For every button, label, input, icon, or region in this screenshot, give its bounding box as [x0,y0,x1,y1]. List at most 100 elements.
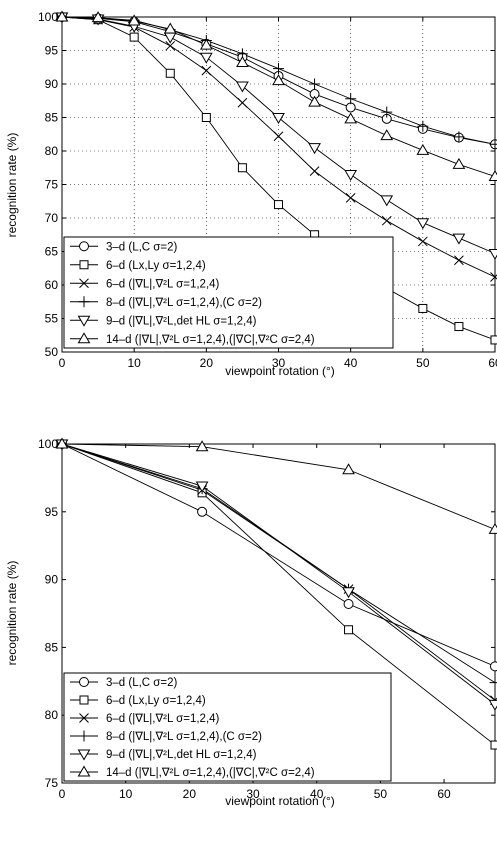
data-point-s6 [55,437,69,449]
y-axis-label: recognition rate (%) [5,561,19,666]
legend-label: 8–d (|∇L|,∇²L σ=1,2,4),(C σ=2) [106,731,262,743]
data-point-s3 [454,255,464,266]
data-point-s4 [345,93,357,105]
series-line-4 [62,444,495,684]
legend-label: 14–d (|∇L|,∇²L σ=1,2,4),(|∇C|,∇²C σ=2,4) [106,334,315,346]
legend-marker [77,332,91,344]
data-point-s5 [163,32,177,44]
data-point-s6 [344,112,358,124]
legend-label: 3–d (L,C σ=2) [106,677,178,689]
legend: 3–d (L,C σ=2) 6–d (Lx,Ly σ=1,2,4) 6–d (|∇L… [63,236,394,349]
y-tick-label: 70 [45,211,59,225]
data-point-s2 [237,163,247,173]
data-point-s3 [381,215,392,226]
data-point-s6 [55,10,69,22]
data-point-s3 [345,193,356,203]
marker-group [55,10,497,345]
y-tick-label: 80 [45,144,59,158]
legend-label: 9–d (|∇L|,∇²L,det HL σ=1,2,4) [106,749,257,761]
y-tick-label: 100 [38,10,58,24]
y-tick-label: 55 [45,312,59,326]
legend-marker [78,296,90,308]
data-point-s5 [344,169,358,181]
data-point-s6 [272,74,285,86]
data-point-s6 [452,157,466,169]
legend-marker [79,713,89,723]
data-point-s3 [490,272,497,282]
data-point-s3 [273,131,284,142]
data-point-s2 [344,625,354,635]
x-tick-label: 30 [246,787,260,801]
y-tick-label: 85 [45,640,59,654]
data-point-s4 [273,63,284,75]
x-tick-label: 0 [59,356,66,370]
series-line-2 [62,444,495,746]
legend-label: 6–d (|∇L|,∇²L σ=1,2,4) [106,278,220,290]
y-tick-label: 90 [45,77,59,91]
data-point-s6 [342,463,355,475]
data-point-s5 [488,249,497,261]
data-point-s5 [236,81,249,93]
data-point-s1 [490,661,497,672]
y-tick-label: 100 [38,437,58,451]
series-line-5 [62,444,495,705]
data-point-s4 [453,131,465,143]
legend-marker [79,695,89,705]
data-point-s6 [488,169,497,181]
data-point-s6 [488,522,497,534]
data-point-s4 [489,677,497,689]
x-tick-label: 60 [488,356,497,370]
y-tick-label: 65 [45,245,59,259]
y-tick-label: 75 [45,178,59,192]
data-point-s5 [342,587,355,599]
x-axis-label: viewpoint rotation (°) [225,794,335,808]
data-point-s4 [417,120,429,132]
legend-label: 6–d (|∇L|,∇²L σ=1,2,4) [106,713,220,725]
y-axis-label: recognition rate (%) [5,133,19,238]
data-point-s2 [418,303,428,313]
data-point-s6 [380,129,394,141]
series-line-6 [62,444,495,530]
data-point-s4 [381,106,393,118]
plot-frame [61,443,496,784]
legend-marker [79,260,89,270]
data-point-s3 [165,40,176,51]
legend-marker [79,278,89,289]
data-point-s3 [237,97,248,108]
data-point-s2 [201,113,211,122]
legend-marker [77,765,91,777]
data-point-s5 [416,218,430,230]
x-tick-label: 30 [272,356,286,370]
data-point-s2 [454,322,464,332]
data-point-s5 [308,143,321,155]
data-point-s6 [91,11,105,23]
data-point-s6 [236,56,249,68]
data-point-s3 [309,166,320,176]
legend-label: 8–d (|∇L|,∇²L σ=1,2,4),(C σ=2) [106,297,262,309]
x-tick-label: 0 [59,787,66,801]
chart-2: 0 10 20 30 40 50 60 75 80 85 90 95 100 viewpoint rota… [5,437,497,808]
legend-label: 3–d (L,C σ=2) [106,241,178,253]
legend-label: 6–d (Lx,Ly σ=1,2,4) [106,260,206,272]
y-tick-label: 80 [45,708,59,722]
data-point-s2 [274,200,283,210]
y-tick-label: 50 [45,345,59,359]
data-point-s6 [195,440,209,452]
data-point-s6 [416,143,430,155]
data-point-s1 [343,599,354,610]
marker-group [55,437,497,750]
data-point-s1 [197,506,208,517]
legend-box [63,672,392,782]
y-tick-label: 85 [45,111,59,125]
y-tick-label: 95 [45,505,59,519]
data-point-s2 [490,740,497,750]
series-line-3 [62,444,495,701]
data-point-s6 [127,14,141,26]
legend-marker [77,749,91,761]
x-tick-label: 40 [310,787,324,801]
data-point-s6 [163,22,177,34]
legend: 3–d (L,C σ=2) 6–d (Lx,Ly σ=1,2,4) 6–d (|∇L… [63,672,392,782]
y-tick-label: 90 [45,573,59,587]
x-tick-label: 50 [416,356,430,370]
x-tick-label: 10 [127,356,141,370]
